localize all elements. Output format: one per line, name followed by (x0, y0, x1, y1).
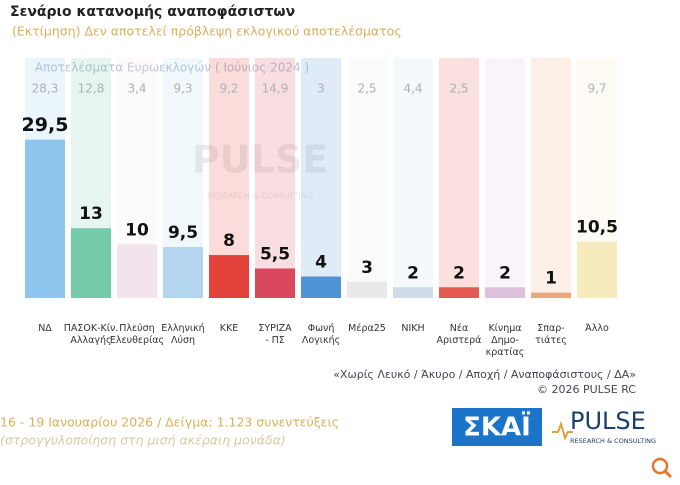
bar (163, 247, 203, 298)
bar (439, 287, 479, 298)
previous-value: 9,2 (219, 82, 238, 96)
bar (255, 268, 295, 298)
x-tick-label: Πλεύση Ελευθερίας (110, 323, 164, 346)
bar (531, 292, 571, 298)
column-bg (393, 58, 433, 298)
x-tick-label: ΝΔ (38, 323, 52, 334)
x-tick-line: Λύση (171, 335, 195, 346)
previous-value: 9,7 (587, 82, 606, 96)
zoom-icon[interactable] (651, 457, 673, 479)
x-tick-line: τιάτες (535, 335, 567, 346)
bar (25, 139, 65, 298)
column-bg (301, 58, 341, 298)
previous-value: 2,5 (357, 82, 376, 96)
x-tick-label: Κίνημα Δημο-κρατίας (486, 323, 525, 358)
value-label: 2 (453, 263, 465, 283)
bar (301, 276, 341, 298)
skai-logo: ΣΚΑΪ (463, 411, 531, 443)
bar (347, 281, 387, 298)
value-label: 4 (315, 253, 327, 273)
zoom-handle[interactable] (663, 469, 673, 479)
x-tick-label: Νέα Αριστερά (437, 323, 482, 346)
previous-value: 4,4 (403, 82, 422, 96)
x-tick-label: Ελληνική Λύση (161, 323, 204, 346)
bar (393, 287, 433, 298)
x-tick-line: Μέρα25 (348, 323, 386, 334)
value-label: 29,5 (22, 114, 69, 136)
x-tick-line: - ΠΣ (265, 335, 285, 346)
value-label: 10,5 (576, 218, 618, 238)
value-label: 8 (223, 231, 235, 251)
fieldwork: 16 - 19 Ιανουαρίου 2026 / Δείγμα: 1.123 … (0, 415, 339, 430)
pulse-logo-sub: RESEARCH & CONSULTING (570, 437, 656, 445)
copyright: © 2026 PULSE RC (537, 383, 636, 396)
bar (209, 255, 249, 298)
x-tick-line: ΣΥΡΙΖΑ (258, 323, 292, 334)
column-bg (255, 58, 295, 298)
column-bg (347, 58, 387, 298)
pulse-logo: PULSE (570, 407, 646, 435)
x-tick-line: Ελληνική (161, 323, 204, 334)
previous-value: 9,3 (173, 82, 192, 96)
x-tick-line: ΝΔ (38, 323, 52, 334)
value-label: 2 (499, 263, 511, 283)
x-tick-label: ΝΙΚΗ (401, 323, 424, 334)
x-tick-line: Λογικής (302, 335, 340, 346)
zoom-circle[interactable] (651, 457, 669, 475)
x-tick-line: ΠΑΣΟΚ-Κίν. (64, 323, 119, 334)
value-label: 10 (125, 220, 149, 240)
column-bg (485, 58, 525, 298)
value-label: 9,5 (168, 223, 198, 243)
watermark: PULSE (192, 138, 328, 182)
x-tick-line: Ελευθερίας (110, 335, 164, 346)
x-tick-line: Σπαρ- (537, 323, 564, 334)
x-tick-line: ΚΚΕ (220, 323, 238, 334)
legend-entry: Αποτελέσματα Ευρωεκλογών ( Ιούνιος 2024 … (35, 61, 309, 75)
chart-subtitle: (Εκτίμηση) Δεν αποτελεί πρόβλεψη εκλογικ… (12, 24, 402, 39)
x-tick-label: ΠΑΣΟΚ-Κίν. Αλλαγής (64, 323, 119, 346)
x-tick-label: Μέρα25 (348, 323, 386, 334)
value-label: 5,5 (260, 244, 290, 264)
rounding: (στρογγυλοποίηση στη μισή ακέραιη μονάδα… (0, 433, 286, 448)
previous-value: 2,5 (449, 82, 468, 96)
value-label: 13 (79, 204, 103, 224)
x-tick-label: Άλλο (585, 323, 609, 334)
x-tick-line: Φωνή (308, 323, 335, 334)
chart-title: Σενάριο κατανομής αναποφάσιστων (10, 4, 295, 20)
x-tick-line: Κίνημα (488, 323, 521, 334)
x-tick-line: Αλλαγής (70, 335, 111, 346)
x-tick-line: Νέα (450, 323, 469, 334)
watermark-sub: RESEARCH & CONSULTING (207, 192, 313, 201)
x-tick-label: ΣΥΡΙΖΑ - ΠΣ (258, 323, 292, 346)
note: «Χωρίς Λευκό / Άκυρο / Αποχή / Αναποφάσι… (333, 368, 636, 381)
previous-value: 28,3 (32, 82, 59, 96)
x-tick-label: Φωνή Λογικής (302, 323, 340, 346)
x-tick-label: Σπαρ-τιάτες (535, 323, 567, 346)
bar (117, 244, 157, 298)
value-label: 2 (407, 263, 419, 283)
previous-value: 12,8 (78, 82, 105, 96)
x-tick-label: ΚΚΕ (220, 323, 238, 334)
x-tick-line: Πλεύση (119, 323, 154, 334)
x-tick-line: Αριστερά (437, 335, 482, 346)
x-tick-line: κρατίας (486, 347, 525, 358)
x-tick-line: Δημο- (491, 335, 519, 346)
x-tick-line: Άλλο (585, 323, 609, 334)
previous-value: 3 (317, 82, 325, 96)
x-tick-line: ΝΙΚΗ (401, 323, 424, 334)
bar (485, 287, 525, 298)
value-label: 1 (545, 269, 557, 289)
value-label: 3 (361, 258, 373, 278)
previous-value: 14,9 (262, 82, 289, 96)
bar (577, 241, 617, 298)
column-bg (531, 58, 571, 298)
bar (71, 228, 111, 298)
column-bg (439, 58, 479, 298)
pulse-icon (552, 420, 573, 441)
previous-value: 3,4 (127, 82, 146, 96)
skai-logo-bg (452, 408, 542, 446)
